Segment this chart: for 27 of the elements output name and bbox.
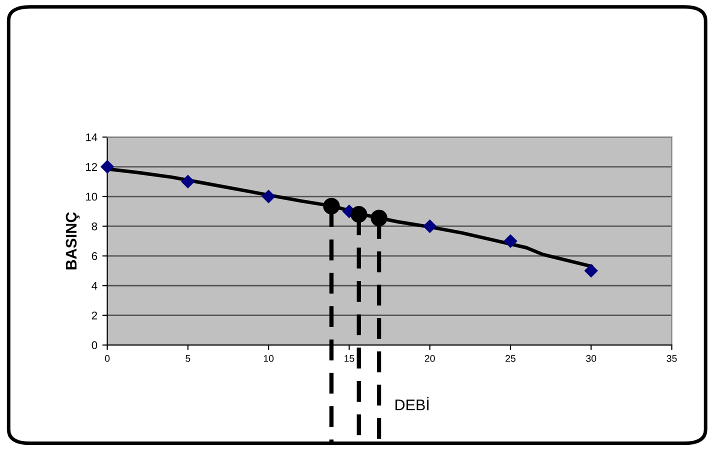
y-tick-label: 2 [92,312,97,320]
y-tick-label: 4 [92,282,98,290]
x-tick-label: 30 [586,355,596,362]
y-tick-label: 0 [92,341,98,350]
point [181,175,195,188]
point [584,264,598,278]
x-tick-label: 35 [666,355,677,362]
y-tick-label: 10 [86,192,98,201]
point [323,198,340,214]
y-tick-label: 8 [92,222,98,230]
x-tick-label: 25 [506,355,516,362]
x-tick-label: 10 [264,355,274,362]
point [504,234,518,248]
point [262,190,276,204]
y-tick-label: 14 [86,133,98,142]
point [100,160,114,174]
x-tick-label: 5 [186,355,190,362]
point [423,220,436,233]
point [350,206,368,223]
y-tick-label: 12 [86,163,97,171]
x-axis-title: DEBİ [396,396,429,410]
y-axis-title: BASINÇ [66,212,80,270]
point [370,210,388,226]
x-tick-label: 15 [344,355,354,362]
x-tick-label: 0 [104,355,110,362]
x-tick-label: 20 [424,355,435,362]
y-tick-label: 6 [92,252,98,260]
